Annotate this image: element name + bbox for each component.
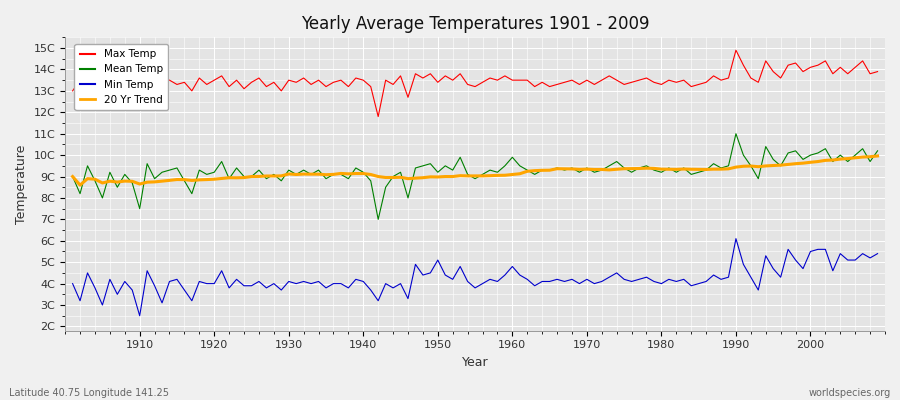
Y-axis label: Temperature: Temperature <box>15 144 28 224</box>
Text: worldspecies.org: worldspecies.org <box>809 388 891 398</box>
Title: Yearly Average Temperatures 1901 - 2009: Yearly Average Temperatures 1901 - 2009 <box>301 15 649 33</box>
Legend: Max Temp, Mean Temp, Min Temp, 20 Yr Trend: Max Temp, Mean Temp, Min Temp, 20 Yr Tre… <box>75 44 168 110</box>
Text: Latitude 40.75 Longitude 141.25: Latitude 40.75 Longitude 141.25 <box>9 388 169 398</box>
X-axis label: Year: Year <box>462 356 489 369</box>
